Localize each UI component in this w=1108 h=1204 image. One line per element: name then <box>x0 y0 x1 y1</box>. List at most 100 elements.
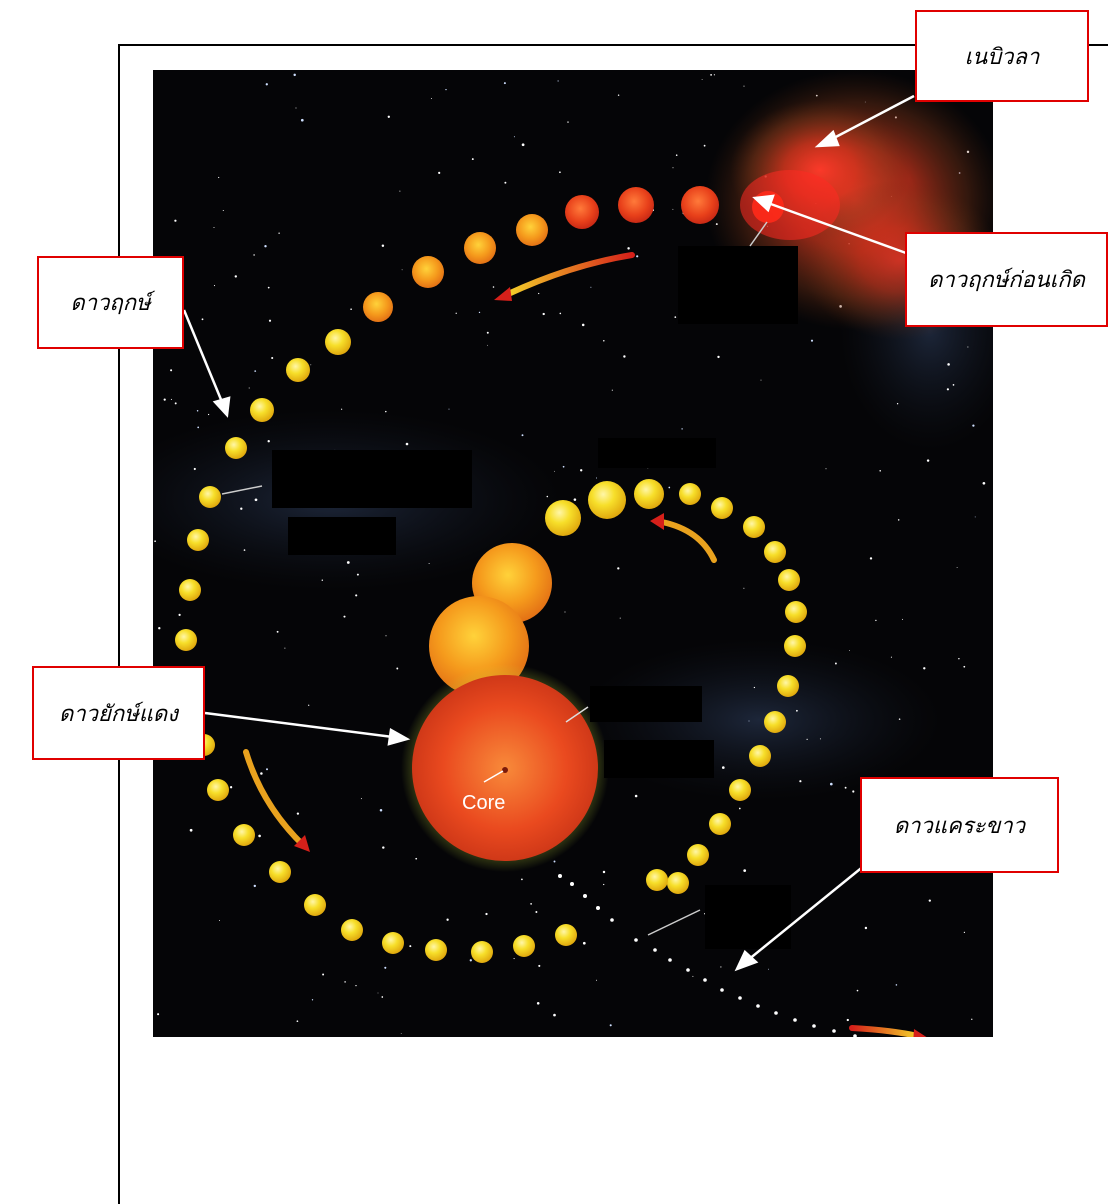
background-star <box>738 807 741 810</box>
flow-arrow <box>849 1025 921 1037</box>
flow-arrow <box>659 519 717 563</box>
background-star <box>485 912 488 916</box>
main-sequence-star <box>425 939 447 961</box>
main-sequence-star-ring <box>175 186 719 963</box>
background-star <box>609 1024 612 1027</box>
background-star <box>535 911 538 913</box>
main-sequence-star <box>464 232 496 264</box>
background-star <box>381 244 385 247</box>
background-star <box>193 467 196 471</box>
main-sequence-star <box>743 516 765 538</box>
main-sequence-star <box>711 497 733 519</box>
subgiant-star <box>588 481 626 519</box>
callout-white-dwarf-text: ดาวแคระขาว <box>893 813 1026 839</box>
callout-star-text: ดาวฤกษ์ <box>70 291 151 316</box>
background-star <box>346 561 350 564</box>
background-star <box>963 931 966 934</box>
callout-protostar-text: ดาวฤกษ์ก่อนเกิด <box>928 268 1085 293</box>
background-star <box>703 144 706 147</box>
main-sequence-star <box>777 675 799 697</box>
background-star <box>341 408 343 410</box>
background-star <box>381 996 384 998</box>
background-star <box>322 973 325 976</box>
background-star <box>825 468 827 470</box>
inner-star-ring <box>646 483 807 894</box>
background-star <box>448 408 450 410</box>
background-star <box>701 78 703 80</box>
arrow-head <box>814 129 840 148</box>
callout-arrows <box>182 94 915 972</box>
redacted-label <box>678 246 798 324</box>
direction-arrows <box>243 252 927 1037</box>
background-star <box>581 323 585 327</box>
background-star <box>311 999 314 1001</box>
arrow-head <box>494 287 512 301</box>
arrow-head <box>752 194 775 213</box>
background-star <box>400 1033 402 1035</box>
main-sequence-star <box>199 486 221 508</box>
background-star <box>810 339 814 342</box>
background-star <box>405 442 409 446</box>
background-star <box>923 667 926 670</box>
background-star <box>504 181 507 184</box>
background-star <box>430 98 432 99</box>
main-sequence-star <box>225 437 247 459</box>
white-dwarf-dot <box>894 1042 898 1046</box>
white-dwarf-dot <box>686 968 690 972</box>
background-star <box>471 158 474 161</box>
redacted-labels <box>272 246 798 949</box>
background-star <box>409 945 412 948</box>
background-star <box>240 507 243 510</box>
main-sequence-star <box>286 358 310 382</box>
callout-protostar: ดาวฤกษ์ก่อนเกิด <box>905 232 1108 327</box>
background-star <box>384 966 387 969</box>
white-dwarf-dot <box>978 1055 982 1059</box>
background-star <box>958 657 960 660</box>
background-star <box>617 94 620 96</box>
flow-arrow <box>243 749 306 848</box>
white-dwarf-dot <box>874 1038 878 1042</box>
main-sequence-star <box>175 629 197 651</box>
main-sequence-star <box>618 187 654 223</box>
background-star <box>546 495 549 498</box>
background-star <box>538 964 541 967</box>
core-pointer <box>483 770 504 783</box>
subgiant-star <box>634 479 664 509</box>
pointer-line <box>749 221 768 247</box>
background-star <box>344 981 346 983</box>
background-star <box>229 786 233 789</box>
background-star <box>492 286 495 288</box>
main-sequence-star <box>516 214 548 246</box>
background-star <box>158 627 161 630</box>
white-dwarf-dot <box>812 1024 816 1028</box>
background-star <box>869 557 873 560</box>
main-sequence-star <box>363 292 393 322</box>
background-star <box>399 190 401 192</box>
background-star <box>896 403 899 405</box>
background-star <box>300 118 304 122</box>
background-star <box>260 772 263 775</box>
background-star <box>163 398 166 401</box>
background-star <box>415 857 418 860</box>
background-star <box>387 115 390 118</box>
arrow-head <box>913 1029 927 1037</box>
arrow-head <box>294 835 310 852</box>
background-star <box>264 245 267 248</box>
background-star <box>310 364 312 366</box>
background-star <box>382 846 385 849</box>
background-star <box>829 782 833 786</box>
background-star <box>445 88 447 91</box>
main-sequence-star <box>778 569 800 591</box>
callout-nebula-text: เนบิวลา <box>964 44 1040 70</box>
background-star <box>356 573 359 576</box>
background-star <box>557 80 559 82</box>
background-star <box>956 566 958 568</box>
background-star <box>487 344 488 346</box>
background-star <box>559 171 561 174</box>
background-star <box>469 959 472 962</box>
background-star <box>174 402 177 405</box>
background-star <box>974 516 976 518</box>
pointer-line <box>221 485 263 495</box>
background-star <box>478 311 481 314</box>
background-star <box>856 989 859 992</box>
